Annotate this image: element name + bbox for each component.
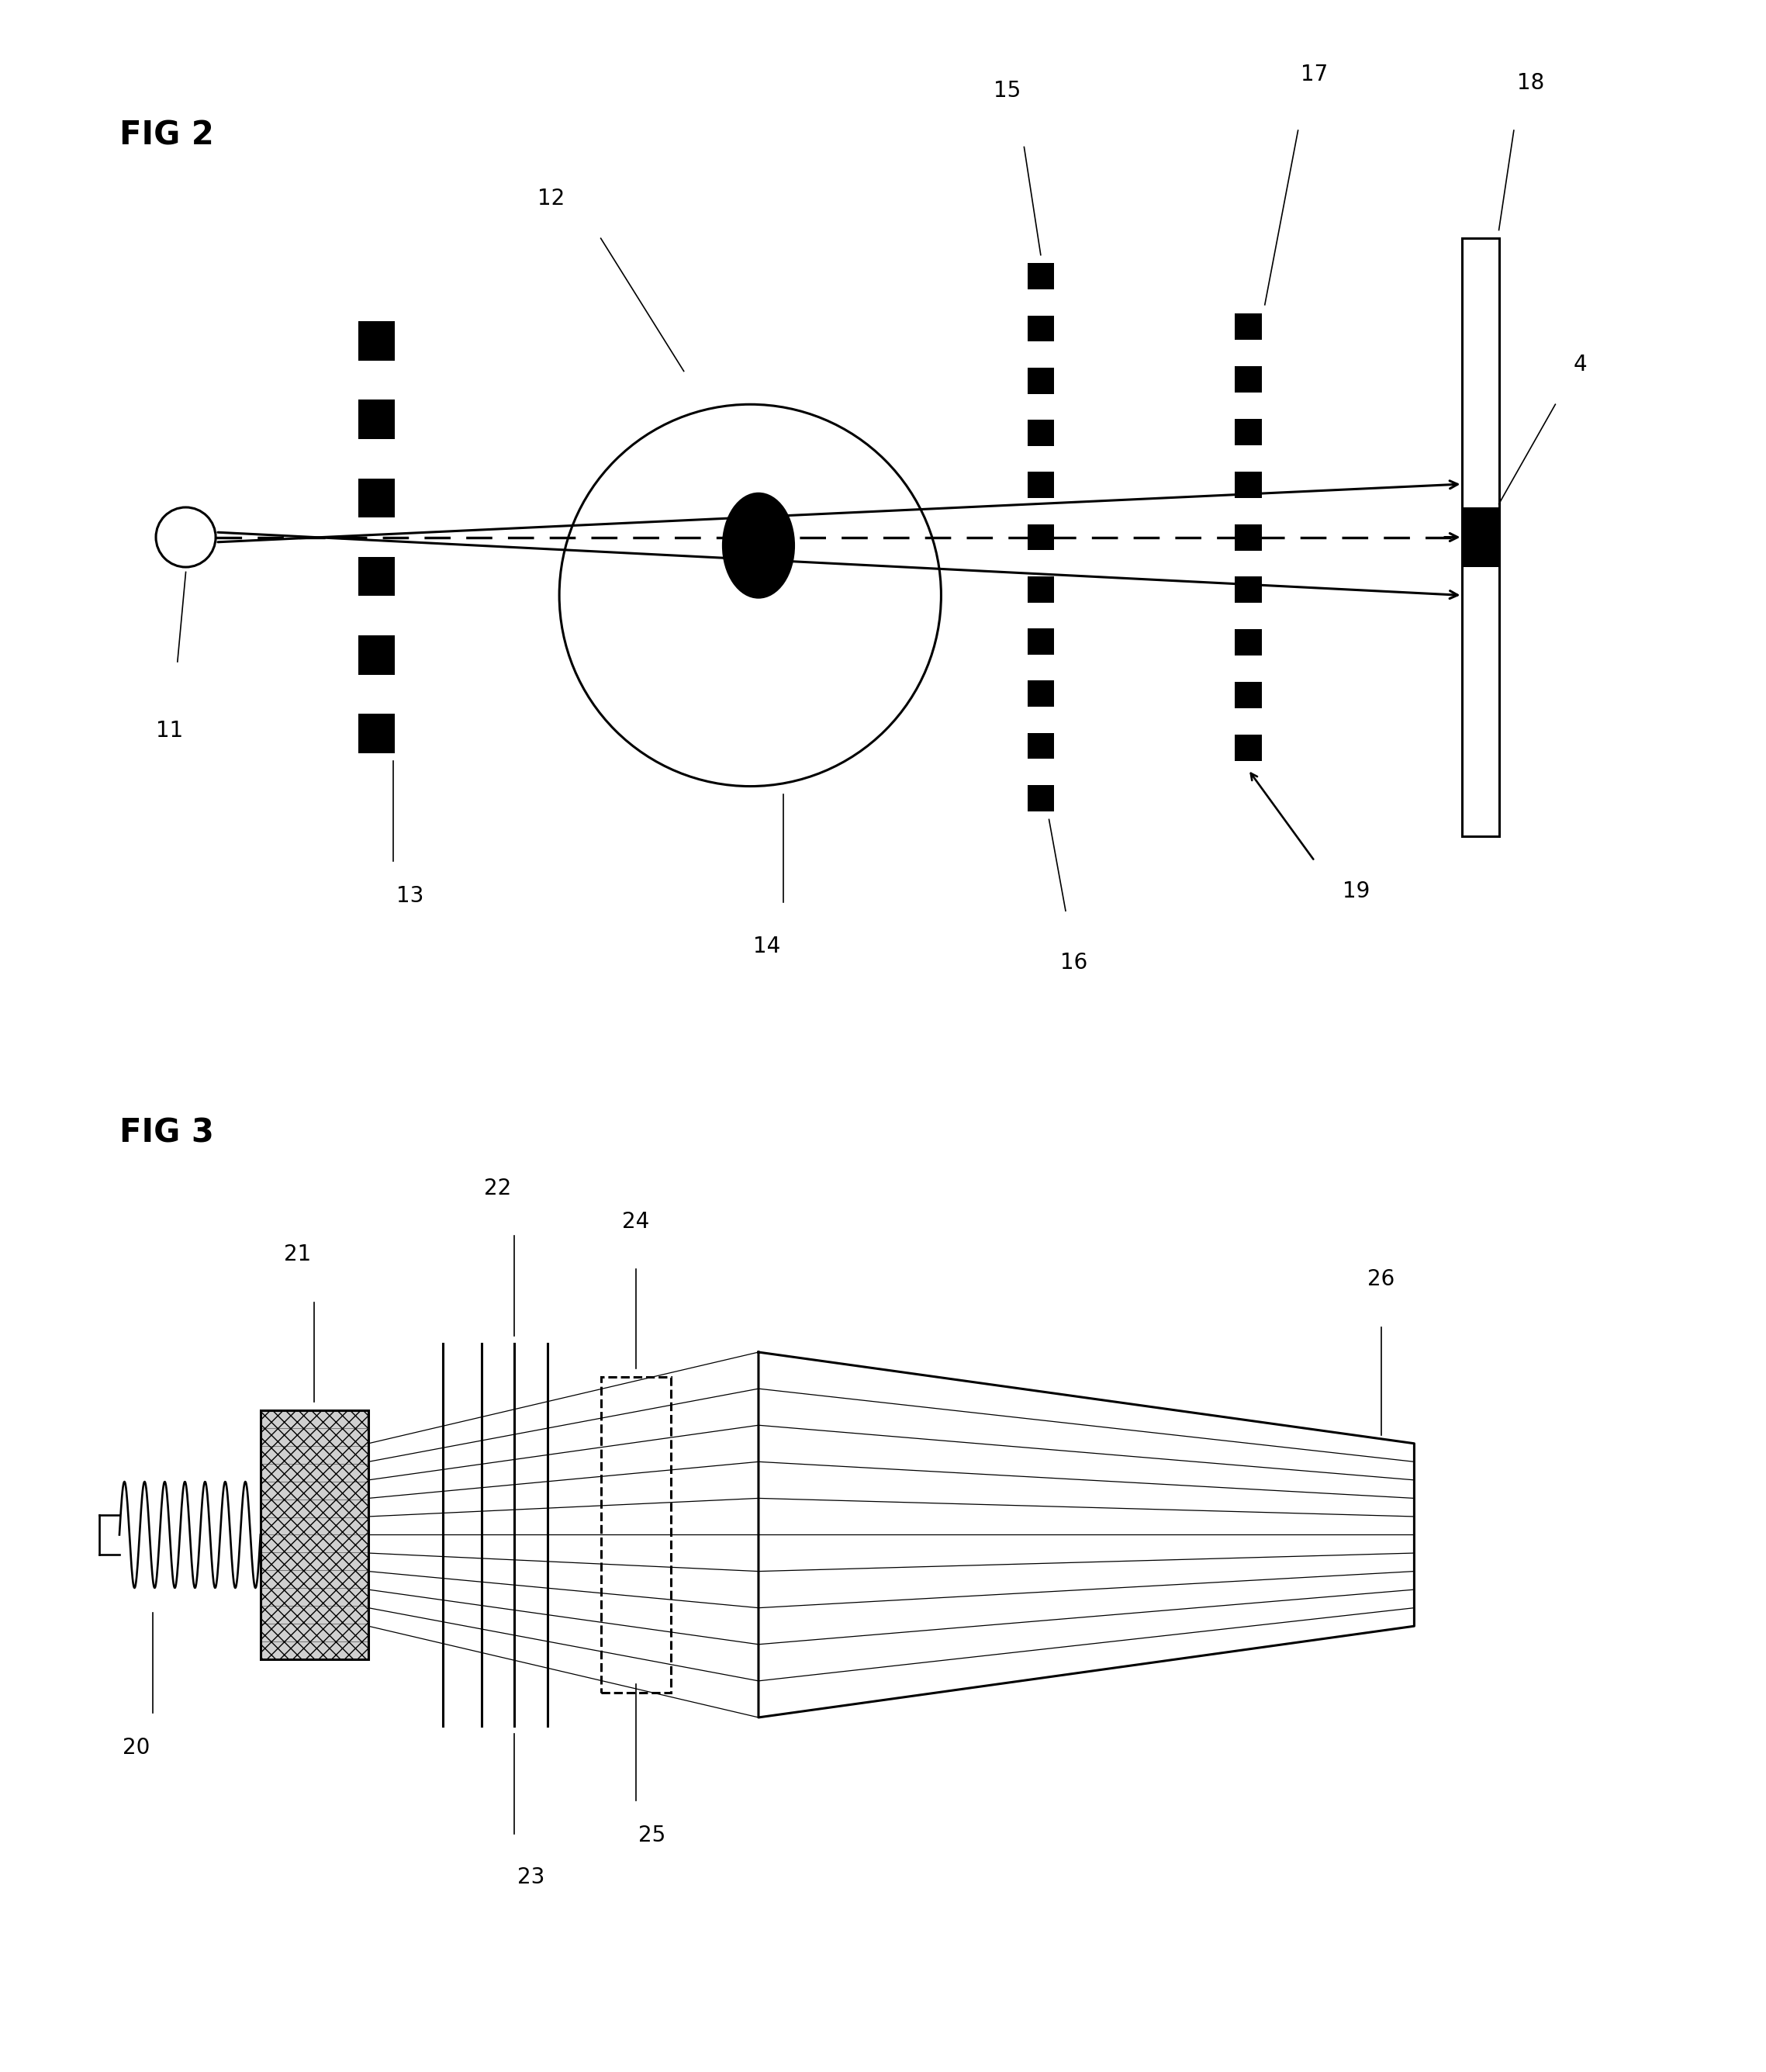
Bar <box>1234 524 1261 551</box>
Text: 26: 26 <box>1367 1268 1395 1291</box>
Bar <box>1234 576 1261 603</box>
Text: FIG 3: FIG 3 <box>120 1117 214 1150</box>
Bar <box>1234 419 1261 445</box>
Bar <box>358 557 396 597</box>
Text: 14: 14 <box>752 934 781 957</box>
Bar <box>1028 367 1054 394</box>
Text: 4: 4 <box>1574 354 1588 375</box>
Bar <box>1028 733 1054 758</box>
Bar <box>358 715 396 752</box>
Bar <box>358 321 396 361</box>
Text: 13: 13 <box>396 885 424 908</box>
Bar <box>1234 630 1261 657</box>
Text: 21: 21 <box>284 1243 311 1266</box>
Bar <box>1234 470 1261 497</box>
Bar <box>358 400 396 439</box>
Text: 25: 25 <box>639 1825 666 1846</box>
Bar <box>358 479 396 518</box>
Bar <box>1028 524 1054 551</box>
Bar <box>1028 628 1054 655</box>
Bar <box>1234 313 1261 340</box>
Text: 11: 11 <box>155 719 184 742</box>
Text: 24: 24 <box>622 1210 650 1233</box>
Bar <box>1028 576 1054 603</box>
Bar <box>1234 682 1261 709</box>
Text: 16: 16 <box>1060 951 1088 974</box>
Text: 12: 12 <box>537 189 565 209</box>
Bar <box>1028 315 1054 342</box>
Text: 23: 23 <box>517 1867 544 1888</box>
Bar <box>1028 472 1054 497</box>
Ellipse shape <box>722 493 795 599</box>
Text: 18: 18 <box>1517 73 1543 93</box>
Bar <box>358 636 396 675</box>
Bar <box>1028 421 1054 445</box>
Bar <box>1028 785 1054 810</box>
Text: 19: 19 <box>1342 881 1370 901</box>
Bar <box>1462 238 1499 837</box>
Text: FIG 2: FIG 2 <box>120 120 214 151</box>
Bar <box>1462 508 1499 568</box>
Text: 17: 17 <box>1302 64 1328 85</box>
Text: 22: 22 <box>484 1177 512 1200</box>
Bar <box>1234 736 1261 760</box>
Bar <box>1028 682 1054 707</box>
Bar <box>600 1378 671 1693</box>
Text: 15: 15 <box>994 81 1021 102</box>
Text: 20: 20 <box>122 1736 150 1759</box>
Bar <box>1234 367 1261 392</box>
Bar <box>1028 263 1054 290</box>
Bar <box>261 1411 369 1660</box>
